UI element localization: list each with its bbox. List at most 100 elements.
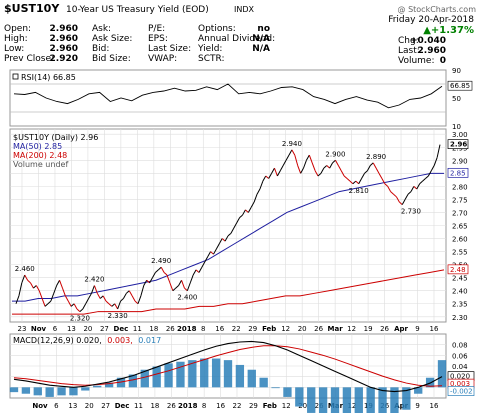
price-line-segment [189,274,194,284]
price-line-segment [195,269,200,273]
price-line-segment [134,300,139,305]
rsi-legend-text: RSI(14) 66.85 [21,73,76,82]
price-line-segment [233,222,238,229]
price-x-tick: 12 [347,325,356,333]
macd-histogram-bar [188,360,197,388]
price-line-segment [166,274,171,284]
ask-label: Ask: [92,24,111,34]
price-line-segment [96,293,101,299]
price-line-segment [61,287,66,297]
macd-histogram-bar [390,387,399,417]
macd-histogram-bar [307,387,316,413]
macd-histogram-bar [93,385,102,388]
rsi-legend: RSI(14) 66.85 [12,73,76,82]
eps-label: EPS: [148,34,168,44]
hist-current-box-label: -0.002 [450,388,473,396]
price-line-segment [291,149,296,156]
price-line-segment [335,160,339,166]
price-line-segment [396,196,400,203]
symbol-title: $UST10Y [4,2,60,15]
price-line-segment [56,280,60,286]
price-x-tick: 26 [380,325,389,333]
price-x-tick: 19 [364,325,373,333]
legend-volume: Volume undef [13,160,68,169]
price-annotation: 2.490 [151,257,171,265]
price-line-segment [114,303,119,310]
price-line-segment [18,282,23,297]
macd-current-box-label: 0.020 [450,373,470,381]
rsi-y-tick: 10 [452,123,461,131]
price-line-segment [67,300,72,307]
price-line-segment [27,279,31,284]
price-line-segment [419,180,423,185]
price-x-tick: Nov [31,325,47,333]
macd-x-tick: 11 [134,402,143,410]
macd-signal-line [13,345,443,387]
change-percent: ▲+1.37% [423,25,474,36]
macd-histogram-bar [366,387,375,417]
macd-histogram-bar [176,361,185,388]
price-line-segment [105,300,110,305]
ma200-current-box [447,264,469,275]
price-line-segment [143,280,148,286]
price-line-segment [364,170,368,174]
price-x-tick: 6 [53,325,58,333]
price-line-segment [155,269,159,273]
quote-value-high: 2.960 [50,34,78,44]
price-line-segment [163,272,168,276]
price-line-segment [117,300,122,310]
price-line-segment [21,274,26,284]
price-line-segment [352,180,357,185]
price-line-segment [416,183,421,190]
price-line-segment [207,251,212,258]
macd-histogram-bar [235,364,245,388]
price-line-segment [140,285,145,297]
price-y-tick: 2.55 [452,249,468,257]
price-line-segment [215,243,220,250]
price-x-tick: 18 [149,325,158,333]
price-line-segment [172,287,177,292]
price-x-tick: 2018 [177,325,197,333]
price-line-segment [282,160,287,166]
watermark: @ StockCharts.com [398,5,477,14]
macd-line [13,340,443,393]
macd-histogram-bar [200,358,209,388]
price-annotation: 2.810 [349,187,369,195]
rsi-current-box [447,80,473,91]
price-line-segment [259,180,264,190]
price-line-segment [76,308,81,312]
price-line-segment [108,303,113,307]
price-line-segment [88,293,92,299]
price-line-segment [85,298,90,304]
macd-x-tick: Dec [115,402,130,410]
price-line-segment [265,175,269,179]
legend-price: $UST10Y (Daily) 2.96 [13,133,98,142]
quote-label-low: Low: [4,44,24,54]
price-line-segment [378,173,383,179]
price-line-segment [178,280,182,286]
ask-size-label: Ask Size: [92,34,132,44]
macd-histogram-bar [104,382,114,388]
macd-y-tick: 0.06 [452,352,468,360]
annual-dividend-value: N/A [252,34,270,44]
price-line-segment [422,178,426,182]
price-line-segment [137,295,142,304]
price-line-segment [268,173,272,179]
price-line-segment [99,295,104,299]
macd-histogram-bar [247,369,256,388]
price-line-segment [413,186,418,190]
price-x-tick: 20 [83,325,92,333]
price-line-segment [271,167,275,174]
macd-legend-main: MACD(12,26,9) 0.020, [13,336,102,345]
macd-histogram-bar [437,360,447,388]
last-value: 2.960 [418,46,446,56]
ma200-current-box-label: 2.48 [450,266,466,274]
price-x-tick: 16 [430,325,439,333]
options-value: no [257,24,270,34]
price-line-segment [198,266,203,273]
price-line-segment [44,303,49,307]
price-line-segment [433,157,438,166]
price-line-segment [288,149,293,156]
price-line-segment [152,272,156,278]
